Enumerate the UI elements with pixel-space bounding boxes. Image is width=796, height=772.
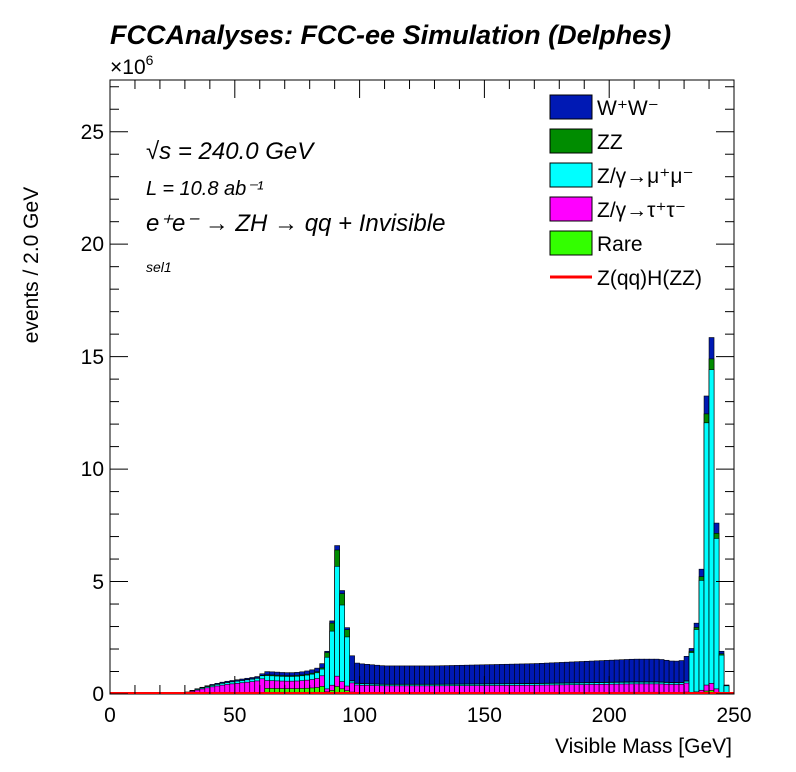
bar-mumu-bin-47 [344, 636, 350, 695]
annotation-process: e⁺e⁻ → ZH → qq + Invisible [146, 210, 445, 237]
y-tick-label-0: 0 [92, 683, 104, 706]
bar-mumu-bin-122 [718, 654, 725, 695]
x-tick-label-200: 200 [592, 704, 627, 727]
bar-tautau-bin-30 [259, 678, 266, 695]
bar-mumu-bin-44 [329, 630, 335, 695]
x-tick-label-0: 0 [104, 704, 116, 727]
bar-mumu-bin-119 [703, 422, 710, 695]
legend-label-rare: Rare [597, 233, 643, 256]
legend-swatch-zz [549, 128, 593, 154]
x-tick-label-150: 150 [467, 704, 502, 727]
histogram-layers [110, 337, 734, 695]
bar-mumu-bin-121 [713, 538, 720, 695]
bar-mumu-bin-120 [708, 369, 715, 695]
y-tick-label-10: 10 [81, 458, 104, 481]
y-axis-title: events / 2.0 GeV [20, 187, 43, 343]
legend-label-ww: W⁺W⁻ [597, 97, 659, 120]
legend-swatch-tautau [549, 196, 593, 222]
legend-swatch-rare [549, 230, 593, 256]
legend-label-zz: ZZ [597, 131, 623, 154]
bar-mumu-bin-116 [688, 652, 695, 695]
y-tick-label-25: 25 [81, 121, 104, 144]
y-tick-label-20: 20 [81, 233, 104, 256]
y-exponent: ×106 [110, 52, 154, 79]
y-tick-label-15: 15 [81, 346, 104, 369]
legend-swatch-ww [549, 94, 593, 120]
annotation-selection: sel1 [146, 259, 172, 275]
axis-ticks [109, 80, 735, 695]
legend-swatch-mumu [549, 162, 593, 188]
annotation-lumi: L = 10.8 ab⁻¹ [146, 178, 264, 200]
x-tick-label-100: 100 [342, 704, 377, 727]
legend-label-tautau: Z/γ→τ⁺τ⁻ [597, 199, 686, 222]
legend-label-signal: Z(qq)H(ZZ) [597, 267, 702, 290]
x-axis-title: Visible Mass [GeV] [555, 735, 732, 758]
x-tick-label-50: 50 [223, 704, 246, 727]
annotation-sqrt-s: √s = 240.0 GeV [146, 138, 315, 165]
chart-title: FCCAnalyses: FCC-ee Simulation (Delphes) [110, 20, 671, 50]
bar-mumu-bin-45 [334, 566, 340, 695]
y-tick-label-5: 5 [92, 571, 104, 594]
bar-mumu-bin-117 [693, 629, 700, 695]
bar-mumu-bin-43 [324, 656, 330, 695]
legend: W⁺W⁻ ZZ Z/γ→μ⁺μ⁻ Z/γ→τ⁺τ⁻ Rare Z(qq)H(ZZ… [549, 94, 702, 290]
legend-label-mumu: Z/γ→μ⁺μ⁻ [597, 165, 694, 188]
bar-mumu-bin-46 [339, 604, 345, 695]
bar-mumu-bin-118 [698, 580, 705, 695]
x-tick-label-250: 250 [716, 704, 751, 727]
